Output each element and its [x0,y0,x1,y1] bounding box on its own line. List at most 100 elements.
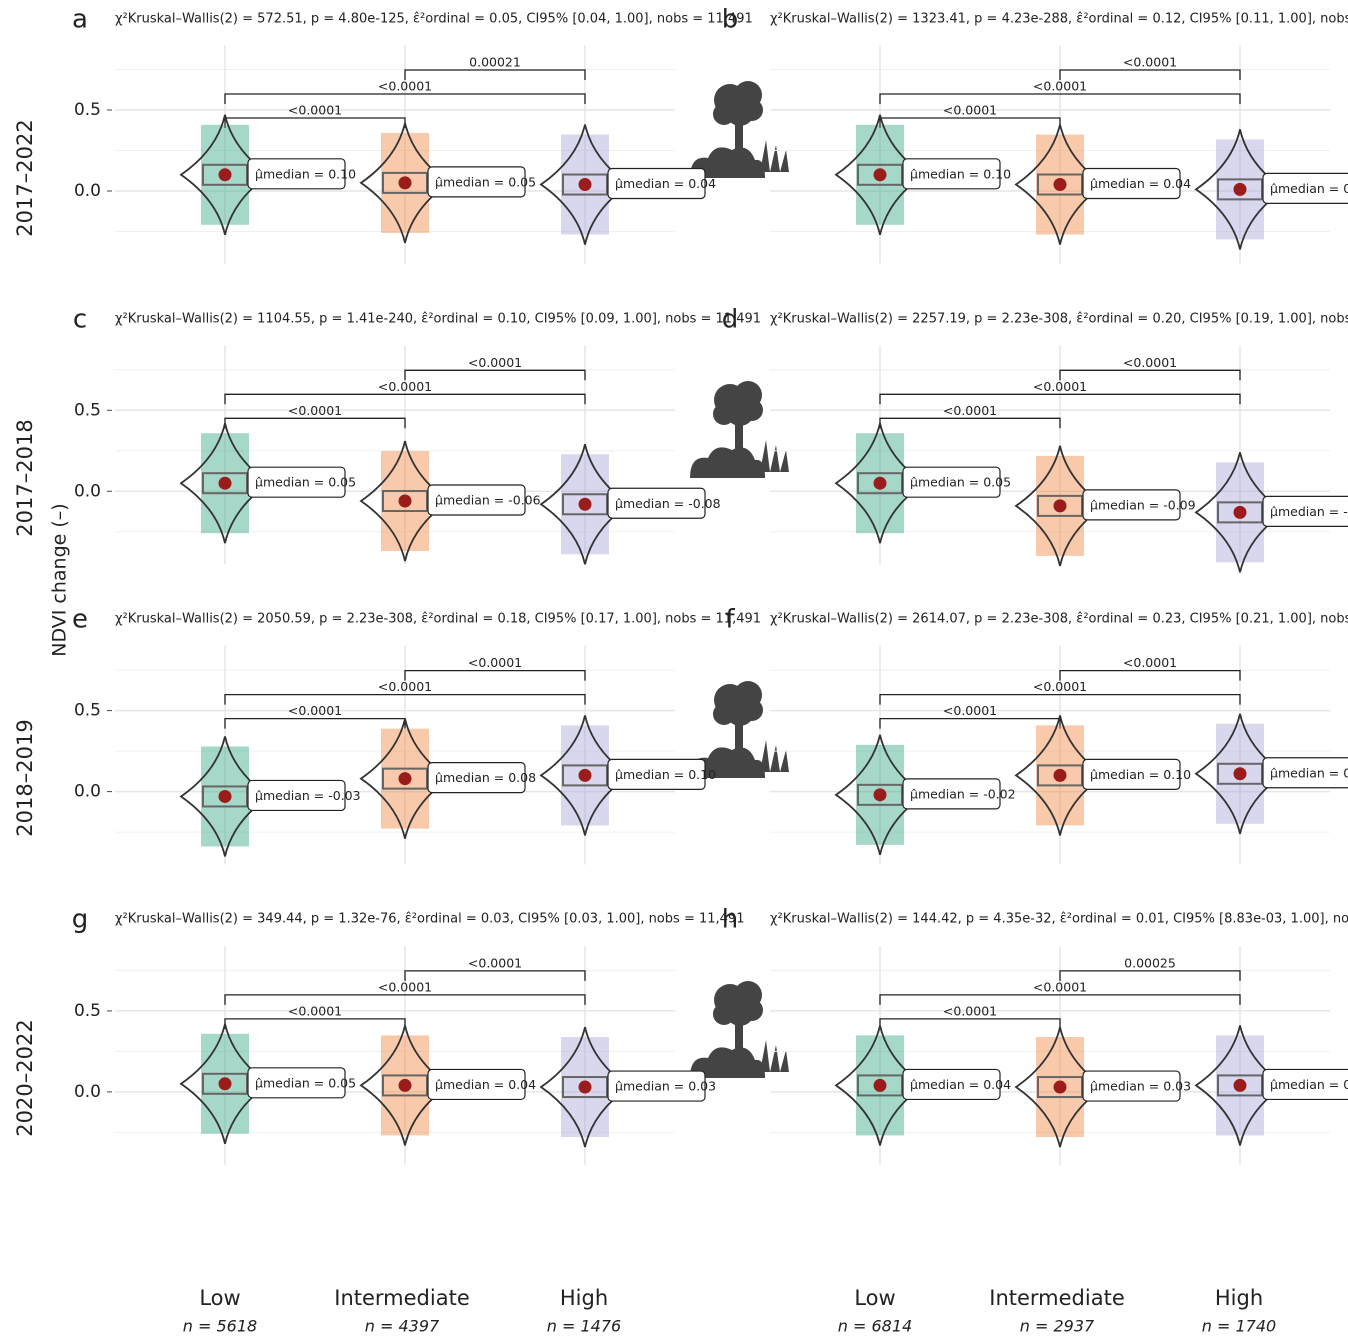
panel-letter: e [72,605,88,635]
median-point [874,168,887,181]
median-point [1234,506,1247,519]
comparison-label: <0.0001 [288,1003,342,1018]
panel-subtitle: χ²Kruskal–Wallis(2) = 2614.07, p = 2.23e… [770,611,1348,626]
panel-letter: d [722,305,739,335]
row-label: 2018–2019 [13,719,37,836]
comparison-bracket [880,118,1060,128]
median-label: μ̂median = 0.04 [615,176,716,191]
median-point [399,495,412,508]
median-label: μ̂median = 0.04 [435,1077,536,1092]
tree-icon [690,381,789,478]
comparison-label: 0.00025 [1124,955,1176,970]
x-n-label: n = 6814 [838,1317,912,1336]
canopy [741,699,763,721]
grass [760,140,789,172]
median-point [219,168,232,181]
comparison-label: <0.0001 [943,703,997,718]
comparison-label: 0.00021 [469,55,521,70]
median-point [399,772,412,785]
median-point [1054,1081,1067,1094]
median-label: μ̂median = -0.13 [1270,504,1348,519]
comparison-label: <0.0001 [468,355,522,370]
canopy [741,399,763,421]
panel-letter: h [722,905,738,935]
median-point [399,176,412,189]
median-point [874,1079,887,1092]
y-tick-label: 0.5 [74,701,101,721]
row-label: 2017–2018 [13,419,37,536]
comparison-bracket [225,118,405,128]
row-label: 2020–2022 [13,1019,37,1136]
panel-letter: f [725,605,735,635]
y-tick-label: 0.0 [74,782,101,802]
x-category-label: Low [854,1286,895,1310]
comparison-bracket [880,1019,1060,1029]
median-label: μ̂median = -0.09 [1090,497,1196,512]
median-label: μ̂median = 0.08 [435,770,536,785]
comparison-label: <0.0001 [468,955,522,970]
panel-subtitle: χ²Kruskal–Wallis(2) = 349.44, p = 1.32e-… [115,911,744,926]
comparison-label: <0.0001 [943,103,997,118]
comparison-label: <0.0001 [378,979,432,994]
panel-subtitle: χ²Kruskal–Wallis(2) = 2257.19, p = 2.23e… [770,311,1348,326]
median-point [579,1081,592,1094]
median-point [1234,767,1247,780]
panel-subtitle: χ²Kruskal–Wallis(2) = 1323.41, p = 4.23e… [770,11,1348,26]
grass [760,1040,789,1072]
panel-subtitle: χ²Kruskal–Wallis(2) = 1104.55, p = 1.41e… [115,311,761,326]
panel-letter: c [73,305,87,335]
median-point [219,790,232,803]
median-point [399,1079,412,1092]
median-label: μ̂median = 0.10 [910,166,1011,181]
canopy [741,999,763,1021]
x-n-label: n = 2937 [1020,1317,1095,1336]
comparison-label: <0.0001 [1033,679,1087,694]
median-point [874,788,887,801]
comparison-label: <0.0001 [1033,379,1087,394]
grass [760,740,789,772]
comparison-bracket [225,1019,405,1029]
tree-icon [690,81,789,178]
median-point [579,498,592,511]
canopy [713,1003,735,1025]
comparison-label: <0.0001 [943,403,997,418]
x-n-label: n = 5618 [183,1317,257,1336]
panel-letter: g [72,905,89,935]
y-tick-label: 0.5 [74,100,101,120]
figure: NDVI change (–) 2017–20222017–20182018–2… [0,0,1348,1336]
x-category-label: Low [199,1286,240,1310]
median-point [579,769,592,782]
median-point [874,477,887,490]
canopy [713,703,735,725]
x-n-label: n = 4397 [365,1317,440,1336]
median-label: μ̂median = 0.04 [1270,1077,1348,1092]
x-category-label: High [1215,1286,1263,1310]
tree-icon [690,981,789,1078]
comparison-label: <0.0001 [1033,79,1087,94]
y-tick-label: 0.5 [74,400,101,420]
comparison-label: <0.0001 [288,703,342,718]
median-label: μ̂median = 0.05 [255,475,356,490]
comparison-bracket [880,719,1060,729]
median-point [219,477,232,490]
median-label: μ̂median = 0.01 [1270,181,1348,196]
comparison-label: <0.0001 [378,679,432,694]
comparison-label: <0.0001 [378,379,432,394]
y-tick-label: 0.5 [74,1001,101,1021]
comparison-label: <0.0001 [288,103,342,118]
median-label: μ̂median = 0.05 [910,475,1011,490]
grass [760,440,789,472]
comparison-label: <0.0001 [1123,55,1177,70]
comparison-label: <0.0001 [1123,355,1177,370]
canopy [713,103,735,125]
median-point [579,178,592,191]
panel-subtitle: χ²Kruskal–Wallis(2) = 572.51, p = 4.80e-… [115,11,753,26]
median-label: μ̂median = 0.10 [255,166,356,181]
x-category-label: Intermediate [989,1286,1125,1310]
median-label: μ̂median = 0.04 [910,1077,1011,1092]
median-label: μ̂median = 0.10 [1090,767,1191,782]
y-tick-label: 0.0 [74,1082,101,1102]
median-label: μ̂median = 0.10 [615,767,716,782]
x-category-label: Intermediate [334,1286,470,1310]
y-tick-label: 0.0 [74,181,101,201]
